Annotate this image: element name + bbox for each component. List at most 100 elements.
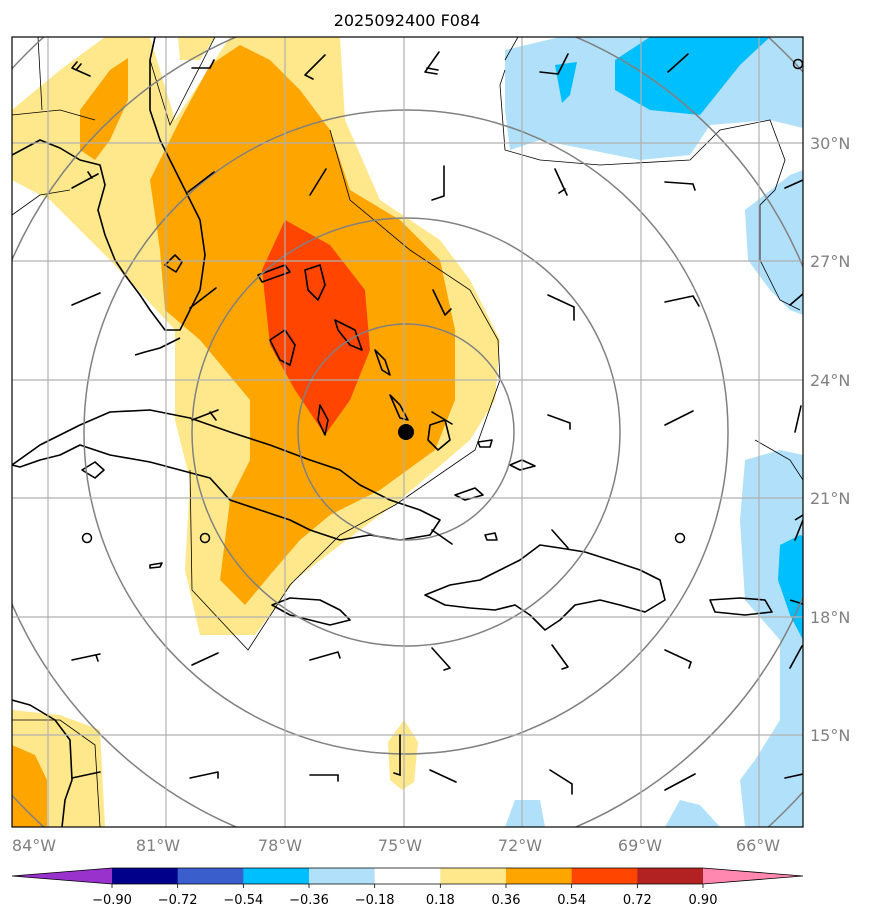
keys-coast: [134, 337, 181, 356]
wind-barb: [794, 519, 803, 541]
colorbar-tick-label: −0.54: [223, 893, 263, 908]
wind-barb: [789, 645, 803, 669]
yucatan-coast: [12, 699, 73, 827]
colorbar-cell: [571, 868, 638, 884]
colorbar-tick-label: 0.54: [557, 893, 586, 908]
lat-label: 15°N: [810, 726, 850, 745]
wind-barb: [664, 410, 694, 426]
bahamas-andros: [269, 329, 296, 366]
fill-positive-strong: [262, 220, 370, 435]
colorbar-tick-label: −0.18: [355, 893, 395, 908]
hispaniola-coast: [424, 544, 666, 631]
colorbar-cell: [374, 868, 441, 884]
wind-barb: [71, 653, 101, 662]
lat-label: 27°N: [810, 252, 850, 271]
map-title: 2025092400 F084: [334, 11, 481, 30]
puerto-rico-coast: [709, 597, 773, 616]
wind-barb: [664, 295, 700, 307]
wind-barb: [189, 771, 219, 779]
wind-barb: [784, 773, 803, 779]
colorbar-ticks: −0.90 −0.72 −0.54 −0.36 −0.18 0.18 0.36 0.54 0.7…: [92, 884, 717, 908]
colorbar-cell: [309, 868, 376, 884]
wind-barb: [432, 289, 452, 316]
bahamas-abaco: [304, 264, 326, 301]
fill-positive-weak-center-south: [388, 720, 418, 790]
wind-barb: [309, 168, 327, 196]
wind-barb: [551, 644, 569, 670]
anomaly-fill: [12, 37, 803, 827]
fill-negative-moderate-ne: [615, 37, 770, 115]
wind-barb: [547, 294, 575, 321]
wind-barb: [547, 414, 571, 430]
longitude-axis: 84°W 81°W 78°W 75°W 72°W 69°W 66°W: [12, 836, 780, 855]
lon-label: 84°W: [12, 836, 56, 855]
lon-label: 66°W: [736, 836, 780, 855]
wind-barbs: [71, 51, 803, 795]
fill-negative-moderate-ne-2: [555, 62, 577, 103]
range-ring-3: [83, 109, 729, 755]
lat-label: 24°N: [810, 371, 850, 390]
colorbar-extend-max: [703, 868, 803, 884]
colorbar-tick-label: 0.90: [689, 893, 718, 908]
lake-okeechobee: [164, 254, 183, 273]
colorbar-cell: [243, 868, 310, 884]
florida-coast: [12, 37, 206, 331]
wind-barb: [431, 165, 445, 201]
wind-barb: [309, 651, 341, 661]
calm-wind-marker: [199, 532, 211, 544]
lon-label: 69°W: [618, 836, 662, 855]
bahamas-inagua: [427, 419, 451, 451]
wind-barb: [554, 168, 568, 196]
wind-barb: [664, 649, 692, 669]
lon-label: 81°W: [136, 836, 180, 855]
wind-barb: [187, 171, 215, 193]
wind-barb: [551, 529, 569, 549]
fill-positive-weak-north: [178, 37, 215, 60]
range-ring-2: [191, 217, 621, 647]
wind-barb: [784, 179, 803, 189]
wind-barb: [789, 292, 803, 306]
haiti-gonave: [484, 532, 498, 541]
wind-barb: [664, 181, 696, 191]
bahamas-long: [389, 394, 409, 421]
fill-negative-moderate-se: [778, 535, 803, 640]
colorbar-cells: [11, 867, 804, 885]
lat-label: 21°N: [810, 489, 850, 508]
map-frame: [11, 36, 804, 828]
wind-barb: [429, 769, 457, 783]
wind-barb: [424, 51, 440, 75]
wind-barb: [309, 774, 339, 782]
colorbar-cell: [637, 868, 704, 884]
wind-barb: [794, 405, 802, 433]
colorbar-tick-label: 0.36: [492, 893, 521, 908]
wind-barb: [664, 773, 696, 791]
wind-barb: [71, 61, 91, 77]
colorbar-cell: [440, 868, 507, 884]
turks-caicos: [477, 439, 493, 448]
wind-barb: [71, 292, 101, 306]
lon-label: 75°W: [378, 836, 422, 855]
wind-barb: [393, 734, 401, 777]
virgin-islands: [794, 514, 803, 521]
colorbar-cell: [506, 868, 573, 884]
colorbar-tick-label: 0.72: [623, 893, 652, 908]
bahamas-exuma: [317, 404, 329, 436]
wind-barb: [667, 53, 689, 73]
colorbar-tick-label: −0.36: [289, 893, 329, 908]
wind-barb: [431, 411, 453, 425]
isle-of-youth: [81, 461, 105, 479]
wind-barb: [191, 652, 219, 666]
wind-barb: [71, 171, 99, 189]
latitude-axis: 30°N 27°N 24°N 21°N 18°N 15°N: [810, 134, 850, 745]
coastlines: [12, 37, 803, 827]
fill-negative-weak-bottom-2: [665, 800, 720, 827]
calm-wind-marker: [674, 532, 686, 544]
colorbar-tick-label: −0.72: [158, 893, 198, 908]
wind-barb: [549, 769, 573, 795]
political-borders: [12, 37, 803, 827]
wind-barb: [431, 647, 451, 671]
wind-barb: [431, 529, 453, 545]
